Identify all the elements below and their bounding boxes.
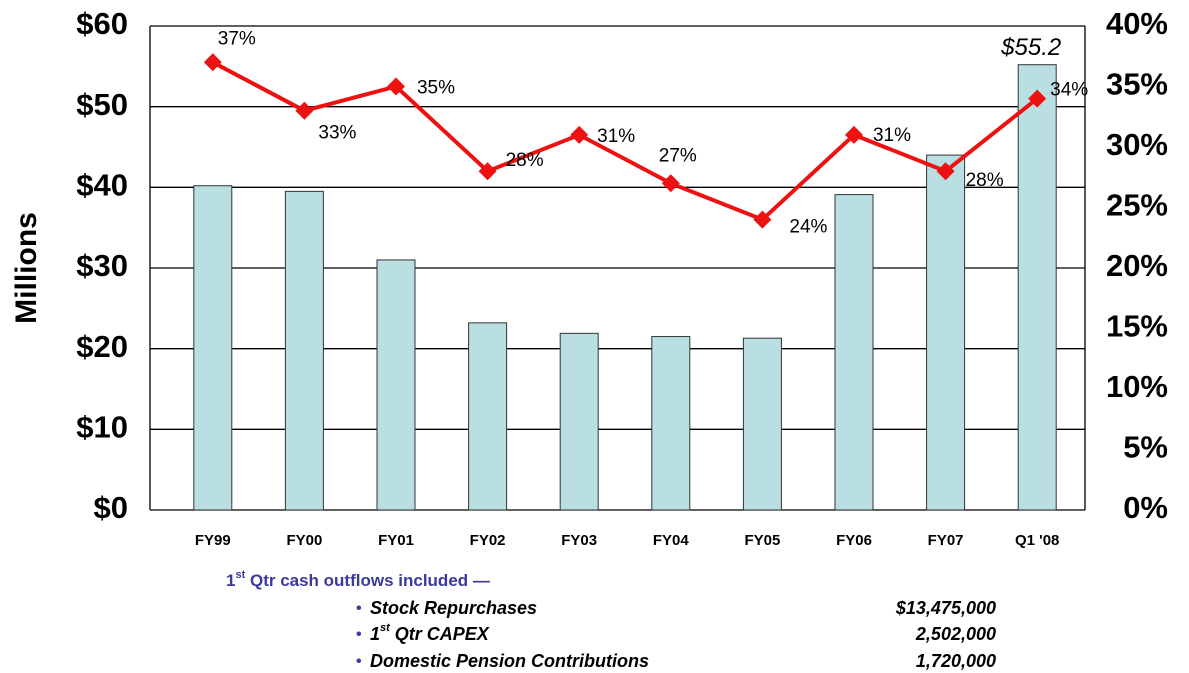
y-tick-label: $20 bbox=[76, 329, 128, 364]
line-value-label: 27% bbox=[659, 145, 697, 166]
x-tick-label: Q1 '08 bbox=[1015, 532, 1059, 549]
text-part: st bbox=[380, 622, 391, 634]
y2-tick-label: 5% bbox=[1123, 430, 1168, 465]
x-tick-label: FY99 bbox=[195, 532, 231, 549]
text-part: Qtr CAPEX bbox=[390, 624, 490, 644]
y-tick-label: $10 bbox=[76, 410, 128, 445]
y2-tick-label: 20% bbox=[1106, 248, 1168, 283]
bullet: • bbox=[356, 626, 362, 643]
y2-tick-label: 30% bbox=[1106, 127, 1168, 162]
y-tick-label: $60 bbox=[76, 6, 128, 41]
line-value-label: 28% bbox=[506, 150, 544, 171]
y-tick-label: $40 bbox=[76, 168, 128, 203]
bar bbox=[284, 190, 324, 511]
footnote-item: Stock Repurchases bbox=[370, 598, 537, 618]
line-marker bbox=[845, 125, 863, 144]
line-marker bbox=[661, 174, 680, 193]
text-part: st bbox=[235, 569, 245, 581]
y-tick-label: $30 bbox=[76, 248, 128, 283]
line bbox=[211, 60, 1039, 222]
line-value-label: 24% bbox=[789, 217, 827, 238]
line-marker bbox=[936, 162, 955, 181]
x-tick-label: FY04 bbox=[653, 532, 690, 549]
footnote-item: 1st Qtr CAPEX bbox=[370, 622, 490, 644]
text-part: Qtr cash outflows included — bbox=[245, 571, 490, 590]
line-value-label: 31% bbox=[597, 126, 635, 147]
line-marker bbox=[1028, 89, 1047, 108]
footnote-amount: $13,475,000 bbox=[895, 598, 996, 618]
line-marker bbox=[387, 77, 405, 96]
bar bbox=[376, 259, 416, 511]
bar bbox=[193, 185, 233, 511]
bar bbox=[926, 154, 966, 511]
bar-value-label: $55.2 bbox=[1000, 34, 1061, 61]
y-axis-label: Millions bbox=[10, 212, 43, 324]
y2-tick-label: 15% bbox=[1106, 309, 1168, 344]
y-tick-label: $0 bbox=[94, 490, 128, 525]
text-part: 1 bbox=[226, 571, 235, 590]
bar bbox=[651, 336, 691, 511]
x-tick-label: FY07 bbox=[928, 532, 964, 549]
footnote: 1st Qtr cash outflows included —• Stock R… bbox=[226, 569, 996, 671]
text-part: Stock Repurchases bbox=[370, 598, 537, 618]
line-marker bbox=[478, 162, 497, 181]
text-part: 1 bbox=[370, 624, 380, 644]
y2-tick-label: 0% bbox=[1123, 490, 1168, 525]
bullet: • bbox=[356, 600, 362, 617]
line-value-label: 34% bbox=[1050, 80, 1088, 101]
y2-tick-label: 25% bbox=[1106, 188, 1168, 223]
line-value-label: 37% bbox=[218, 28, 256, 49]
line-marker bbox=[203, 53, 222, 72]
bar bbox=[834, 194, 874, 511]
line-value-label: 31% bbox=[873, 125, 911, 146]
x-tick-label: FY02 bbox=[470, 532, 506, 549]
bar bbox=[468, 322, 508, 511]
y2-tick-label: 40% bbox=[1106, 6, 1168, 41]
x-tick-label: FY03 bbox=[561, 532, 597, 549]
line-marker bbox=[295, 101, 314, 120]
line-value-label: 35% bbox=[417, 78, 455, 99]
line-marker bbox=[753, 210, 772, 229]
bar bbox=[559, 332, 599, 511]
footnote-amount: 1,720,000 bbox=[916, 651, 996, 671]
line-value-label: 28% bbox=[966, 170, 1004, 191]
footnote-amount: 2,502,000 bbox=[915, 624, 996, 644]
x-tick-label: FY05 bbox=[744, 532, 780, 549]
bar bbox=[742, 337, 782, 511]
bullet: • bbox=[356, 653, 362, 670]
text-part: Domestic Pension Contributions bbox=[370, 651, 649, 671]
x-tick-label: FY01 bbox=[378, 532, 414, 549]
y2-tick-label: 35% bbox=[1106, 67, 1168, 102]
line-value-label: 33% bbox=[318, 123, 356, 144]
y2-tick-label: 10% bbox=[1106, 369, 1168, 404]
x-tick-label: FY00 bbox=[286, 532, 322, 549]
x-tick-label: FY06 bbox=[836, 532, 872, 549]
bar bbox=[1017, 64, 1057, 511]
y-tick-label: $50 bbox=[76, 87, 128, 122]
footnote-heading: 1st Qtr cash outflows included — bbox=[226, 569, 490, 591]
footnote-item: Domestic Pension Contributions bbox=[370, 651, 649, 671]
line-marker bbox=[570, 125, 589, 144]
